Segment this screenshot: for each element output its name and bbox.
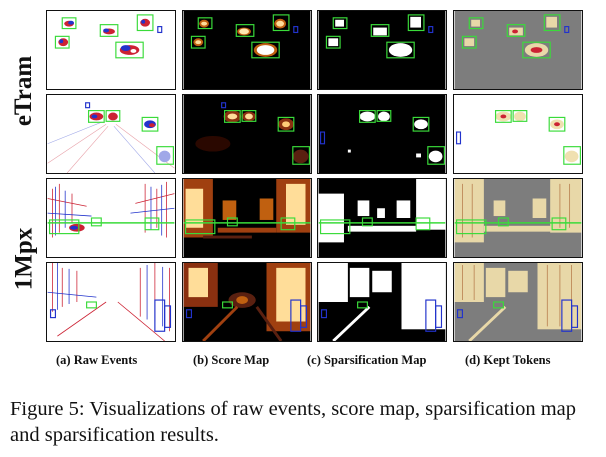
column-label-raw-events: (a) Raw Events [56,353,138,367]
etram-2-sparsification-map [317,94,447,174]
etram-1-raw-events [46,10,176,90]
1mpx-1-sparsification-map [317,178,447,258]
column-label-sparsification-map: (c) Sparsification Map [307,353,427,367]
row-label-1mpx-text: 1Mpx [10,227,37,291]
etram-1-sparsification-map [317,10,447,90]
1mpx-1-raw-events [46,178,176,258]
row-label-etram-text: eTram [10,55,37,127]
1mpx-2-raw-events [46,262,176,342]
etram-2-score-map [182,94,312,174]
1mpx-2-score-map [182,262,312,342]
1mpx-2-kept-tokens [453,262,583,342]
row-label-1mpx: 1Mpx [4,178,44,340]
1mpx-1-kept-tokens [453,178,583,258]
1mpx-1-score-map [182,178,312,258]
etram-2-kept-tokens [453,94,583,174]
etram-1-kept-tokens [453,10,583,90]
etram-1-score-map [182,10,312,90]
1mpx-2-sparsification-map [317,262,447,342]
etram-2-raw-events [46,94,176,174]
column-label-score-map: (b) Score Map [193,353,270,367]
column-label-kept-tokens: (d) Kept Tokens [465,353,551,367]
row-label-etram: eTram [4,10,44,172]
figure-caption: Figure 5: Visualizations of raw events, … [10,398,576,446]
